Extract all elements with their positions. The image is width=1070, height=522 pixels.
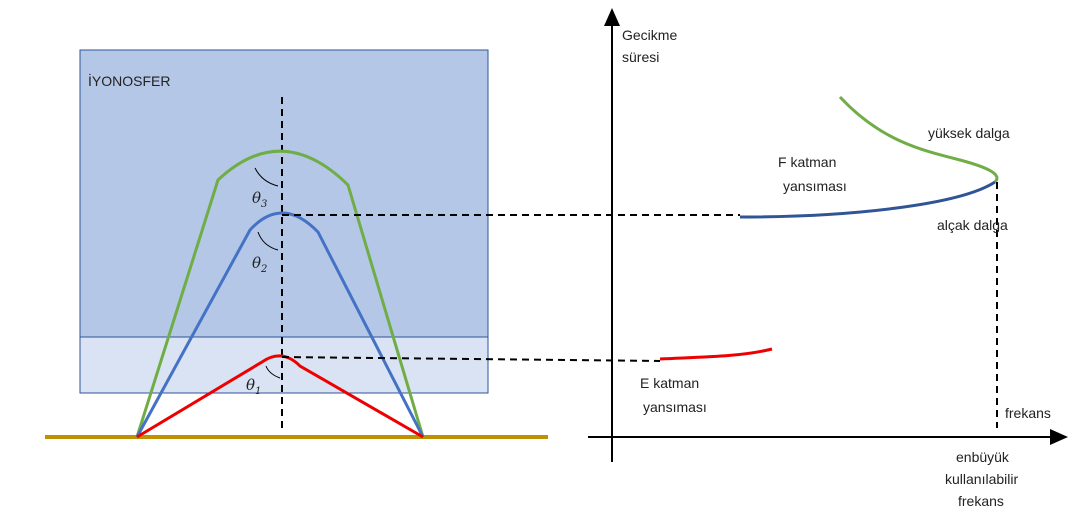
y-axis-label: süresi bbox=[622, 49, 659, 65]
e-layer-label: E katman bbox=[640, 375, 699, 391]
diagram: İYONOSFER θ3 θ2 θ1 Gecikme süresi F katm… bbox=[0, 0, 1070, 517]
ionosphere-label: İYONOSFER bbox=[88, 72, 170, 89]
lower-layer bbox=[80, 337, 488, 393]
low-wave-curve bbox=[740, 182, 995, 217]
f-layer-label: F katman bbox=[778, 154, 836, 170]
e-layer-curve bbox=[660, 349, 772, 359]
x-axis-label: frekans bbox=[1005, 405, 1051, 421]
y-axis-label: Gecikme bbox=[622, 27, 677, 43]
high-wave-label: yüksek dalga bbox=[928, 125, 1010, 141]
muf-label: frekans bbox=[958, 493, 1004, 509]
ionosphere bbox=[80, 50, 488, 337]
e-layer-label: yansıması bbox=[643, 399, 707, 415]
muf-label: enbüyük bbox=[956, 449, 1010, 465]
low-wave-label: alçak dalga bbox=[937, 217, 1008, 233]
muf-label: kullanılabilir bbox=[945, 471, 1018, 487]
f-layer-label: yansıması bbox=[783, 178, 847, 194]
